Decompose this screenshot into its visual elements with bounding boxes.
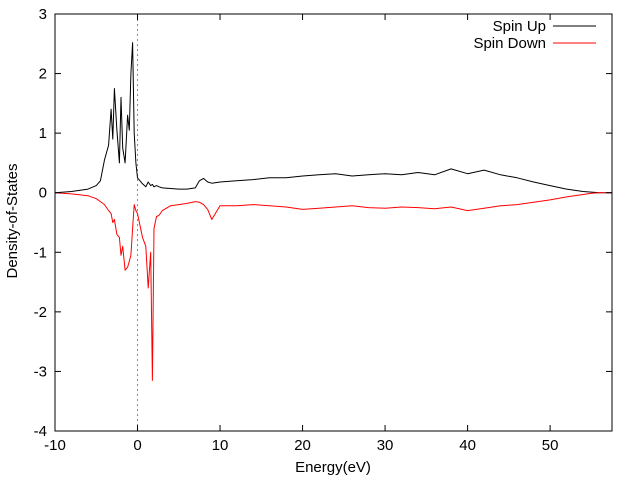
y-tick-label: 3 [39, 6, 47, 23]
legend-label: Spin Up [493, 18, 546, 35]
y-tick-label: -2 [34, 304, 47, 321]
x-tick-label: 30 [377, 437, 394, 454]
y-tick-label: 2 [39, 66, 47, 83]
plot-area [55, 14, 612, 431]
x-tick-label: 0 [133, 437, 141, 454]
y-tick-label: 1 [39, 125, 47, 142]
plot-background [55, 14, 612, 431]
y-tick-label: 0 [39, 185, 47, 202]
x-tick-label: 40 [459, 437, 476, 454]
series-group [54, 42, 612, 381]
y-tick-label: -4 [34, 423, 47, 440]
y-tick-label: -3 [34, 363, 47, 380]
legend-label: Spin Down [473, 35, 546, 52]
series-line-spin-down [54, 192, 612, 381]
x-tick-label: 20 [294, 437, 311, 454]
x-axis-label: Energy(eV) [295, 459, 371, 476]
y-tick-label: -1 [34, 244, 47, 261]
series-line-spin-up [54, 42, 612, 194]
x-tick-label: 10 [212, 437, 229, 454]
plot-frame [54, 13, 613, 432]
x-tick-label: 50 [542, 437, 559, 454]
x-tick-label: -10 [44, 437, 66, 454]
y-axis-label: Density-of-States [4, 163, 21, 278]
